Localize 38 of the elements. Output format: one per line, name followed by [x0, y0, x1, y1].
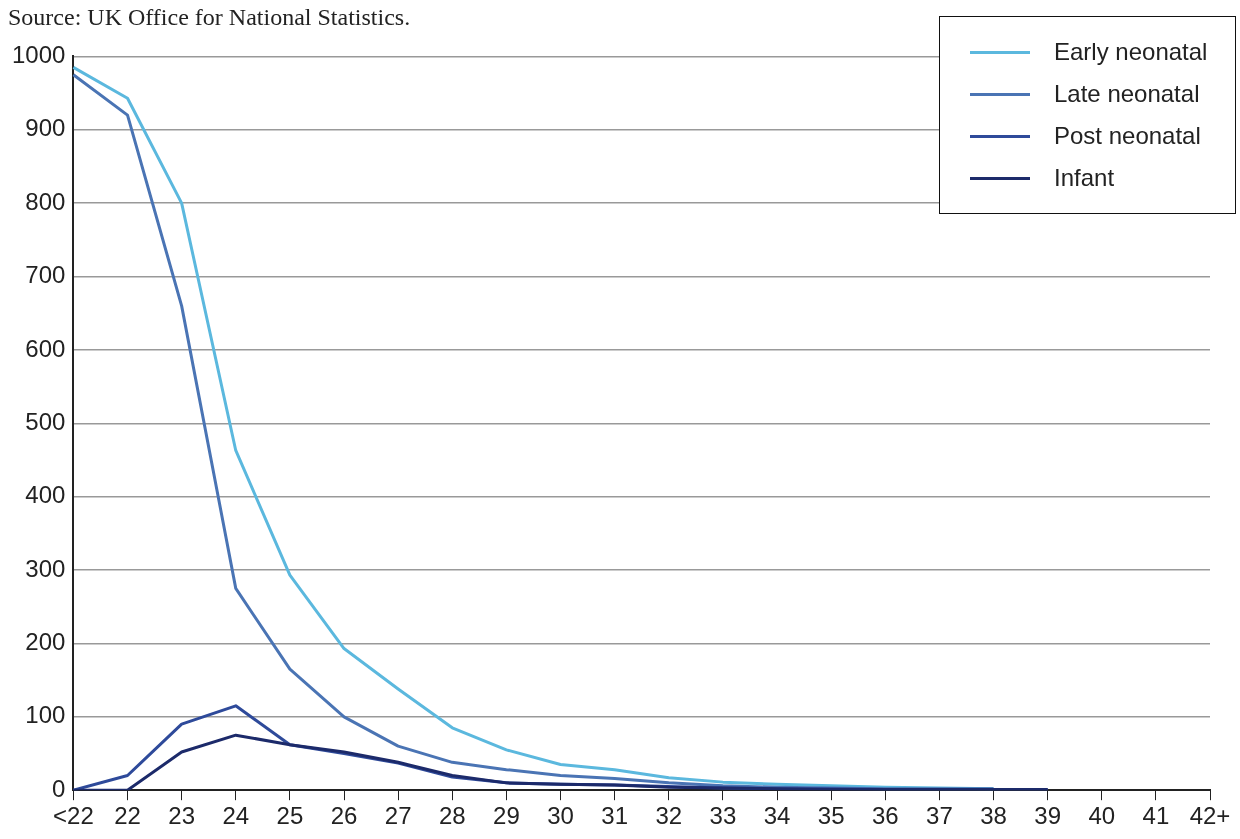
x-tick-label: 41: [1142, 802, 1170, 830]
x-tick-label: <22: [53, 802, 94, 830]
x-tick-label: 36: [871, 802, 899, 830]
y-tick-label: 500: [25, 407, 66, 435]
y-tick-label: 0: [52, 774, 66, 802]
x-tick-label: 25: [276, 802, 304, 830]
x-tick-label: 33: [709, 802, 737, 830]
x-tick-label: 22: [114, 802, 141, 830]
source-note: Source: UK Office for National Statistics.: [7, 3, 412, 32]
y-tick-label: 600: [25, 334, 66, 362]
y-tick-label: 800: [25, 187, 66, 215]
x-tick-label: 27: [384, 802, 412, 830]
legend-label: Early neonatal: [1054, 38, 1208, 67]
legend-label: Infant: [1054, 164, 1115, 193]
x-tick-label: 29: [493, 802, 520, 830]
x-tick-label: 34: [763, 802, 791, 830]
y-tick-label: 1000: [12, 41, 66, 69]
y-tick-label: 700: [25, 261, 66, 289]
y-tick-label: 100: [25, 701, 66, 729]
x-tick-label: 30: [547, 802, 574, 830]
x-tick-label: 23: [168, 802, 195, 830]
y-tick-label: 900: [25, 114, 66, 142]
x-tick-label: 24: [222, 802, 250, 830]
legend-label: Post neonatal: [1054, 122, 1201, 151]
x-tick-label: 42+: [1189, 802, 1231, 830]
y-tick-label: 200: [25, 628, 66, 656]
x-tick-label: 39: [1034, 802, 1061, 830]
x-tick-label: 26: [330, 802, 358, 830]
legend-label: Late neonatal: [1054, 80, 1200, 109]
x-tick-label: 28: [438, 802, 466, 830]
y-tick-label: 300: [25, 554, 66, 582]
x-tick-label: 35: [817, 802, 845, 830]
x-tick-label: 40: [1088, 802, 1116, 830]
x-tick-label: 32: [655, 802, 683, 830]
x-tick-label: 37: [926, 802, 953, 830]
y-tick-label: 400: [25, 481, 66, 509]
x-tick-label: 38: [980, 802, 1007, 830]
x-tick-label: 31: [601, 802, 628, 830]
